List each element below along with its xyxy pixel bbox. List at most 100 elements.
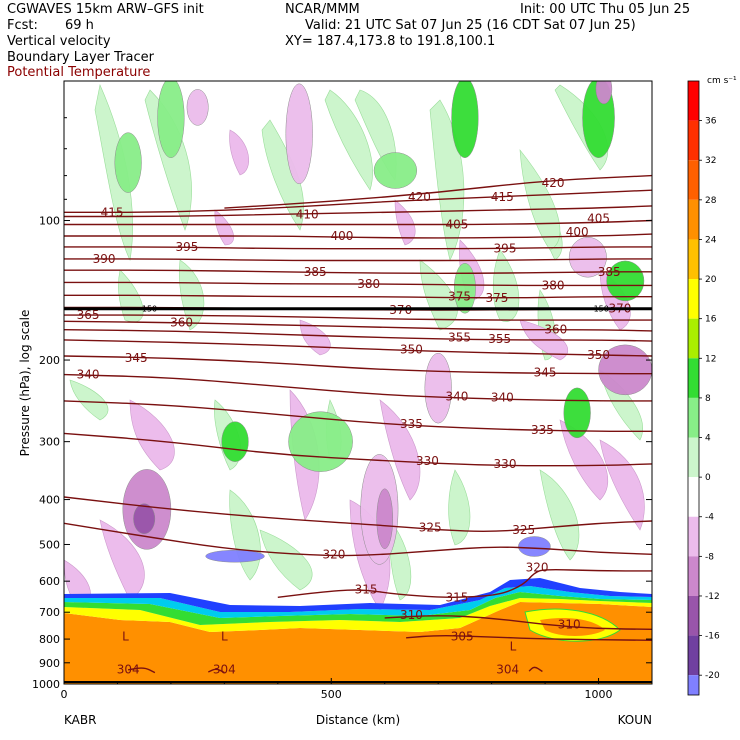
colorbar-bin — [688, 516, 699, 557]
theta-contour-390 — [64, 258, 652, 262]
colorbar-tick-label: -16 — [705, 632, 720, 642]
colorbar-bin — [688, 635, 699, 676]
theta-label: 315 — [445, 590, 468, 604]
colorbar-bin — [688, 318, 699, 359]
tracer-line-label: 150 — [594, 305, 609, 314]
theta-label: 380 — [357, 277, 380, 291]
w-blob — [114, 132, 142, 193]
theta-contour-410 — [64, 205, 652, 218]
theta-contour-365 — [64, 314, 652, 321]
theta-contour-315 — [277, 568, 652, 599]
theta-label: 320 — [322, 547, 345, 561]
w-blob — [186, 89, 209, 126]
theta-label: 320 — [526, 560, 549, 574]
theta-contour-340 — [64, 373, 652, 402]
colorbar-tick-label: 12 — [705, 354, 716, 364]
y-axis: 100 200 300 400 500 600 700 800 900 1000 — [32, 117, 652, 691]
theta-contour-360 — [64, 320, 652, 332]
x-axis: 0 500 1000 — [61, 678, 653, 701]
colorbar-bin — [688, 199, 699, 240]
theta-contour-415 — [64, 189, 652, 214]
theta-label: 400 — [566, 225, 589, 239]
w-blob — [373, 152, 418, 189]
theta-label: 385 — [598, 265, 621, 279]
tracer-line-group: 150 150 — [64, 305, 652, 314]
init-time: Init: 00 UTC Thu 05 Jun 25 — [520, 2, 691, 17]
y-tick-label: 800 — [39, 633, 60, 646]
theta-label: 360 — [544, 323, 567, 337]
field-vertical-velocity: Vertical velocity — [7, 34, 111, 49]
colorbar-tick-label: 4 — [705, 434, 711, 444]
theta-contour-380 — [64, 281, 652, 287]
theta-contour-405 — [64, 219, 652, 226]
w-blob — [595, 81, 613, 105]
colorbar-bin — [688, 675, 699, 695]
colorbar-tick-label: -20 — [705, 671, 720, 681]
theta-label: 350 — [400, 343, 423, 357]
theta-contour-330 — [64, 432, 652, 467]
y-tick-label: 500 — [39, 538, 60, 551]
theta-contour-375 — [64, 294, 652, 299]
colorbar-tick-label: 16 — [705, 315, 717, 325]
theta-label: 375 — [486, 291, 509, 305]
field-potential-temperature: Potential Temperature — [7, 65, 151, 80]
theta-label: 390 — [93, 252, 116, 266]
x-tick-label: 500 — [321, 688, 342, 701]
bl-yellow-band — [64, 598, 652, 632]
x-axis-title: Distance (km) — [316, 713, 400, 727]
theta-label: 310 — [400, 608, 423, 622]
colorbar-tick-label: -4 — [705, 513, 714, 523]
colorbar-bin — [688, 556, 699, 596]
theta-label: 420 — [408, 190, 431, 204]
theta-label: 400 — [331, 229, 354, 243]
theta-contour-420 — [224, 174, 652, 209]
w-blob — [285, 83, 313, 185]
theta-label: 330 — [494, 457, 517, 471]
theta-contour-400 — [64, 233, 652, 239]
theta-label: 405 — [587, 211, 610, 225]
theta-label: 310 — [558, 618, 581, 632]
colorbar-bin — [688, 279, 699, 319]
theta-contours — [64, 174, 652, 674]
theta-label: L — [122, 630, 129, 644]
w-blob — [157, 81, 185, 158]
y-tick-label: 600 — [39, 575, 60, 588]
theta-label: 304 — [496, 662, 519, 676]
colorbar-tick-label: 0 — [705, 473, 711, 483]
theta-label: 340 — [445, 390, 468, 404]
colorbar-bin — [688, 81, 699, 121]
theta-label: 345 — [125, 351, 148, 365]
theta-label: 325 — [419, 521, 442, 535]
theta-label: 385 — [304, 265, 327, 279]
w-blob — [518, 536, 551, 557]
theta-label: 330 — [416, 454, 439, 468]
colorbar-frame — [687, 80, 700, 696]
theta-label: 350 — [587, 348, 610, 362]
w-blob — [606, 260, 645, 302]
w-blob — [205, 549, 265, 563]
theta-label: 375 — [448, 290, 471, 304]
colorbar-tick-label: -8 — [705, 552, 714, 562]
theta-contour-350 — [64, 339, 652, 357]
theta-label: L — [221, 630, 228, 644]
y-tick-label: 100 — [39, 215, 60, 228]
theta-label: 345 — [534, 366, 557, 380]
colorbar-tick-label: -12 — [705, 592, 720, 602]
theta-label: 335 — [400, 417, 423, 431]
theta-label: L — [510, 639, 517, 653]
theta-label: 335 — [531, 423, 554, 437]
y-tick-label: 700 — [39, 606, 60, 619]
theta-label: 395 — [175, 240, 198, 254]
y-tick-label: 400 — [39, 494, 60, 507]
colorbar-bin — [688, 239, 699, 280]
w-blob — [376, 488, 393, 549]
theta-contour-305 — [406, 635, 652, 641]
theta-contour-385 — [64, 269, 652, 275]
colorbar-bin — [688, 397, 699, 438]
colorbar-tick-label: 36 — [705, 117, 717, 127]
x-tick-label: 1000 — [585, 688, 613, 701]
theta-label: 340 — [491, 391, 514, 405]
colorbar-tick-label: 24 — [705, 235, 717, 245]
colorbar-tick-label: 8 — [705, 394, 711, 404]
